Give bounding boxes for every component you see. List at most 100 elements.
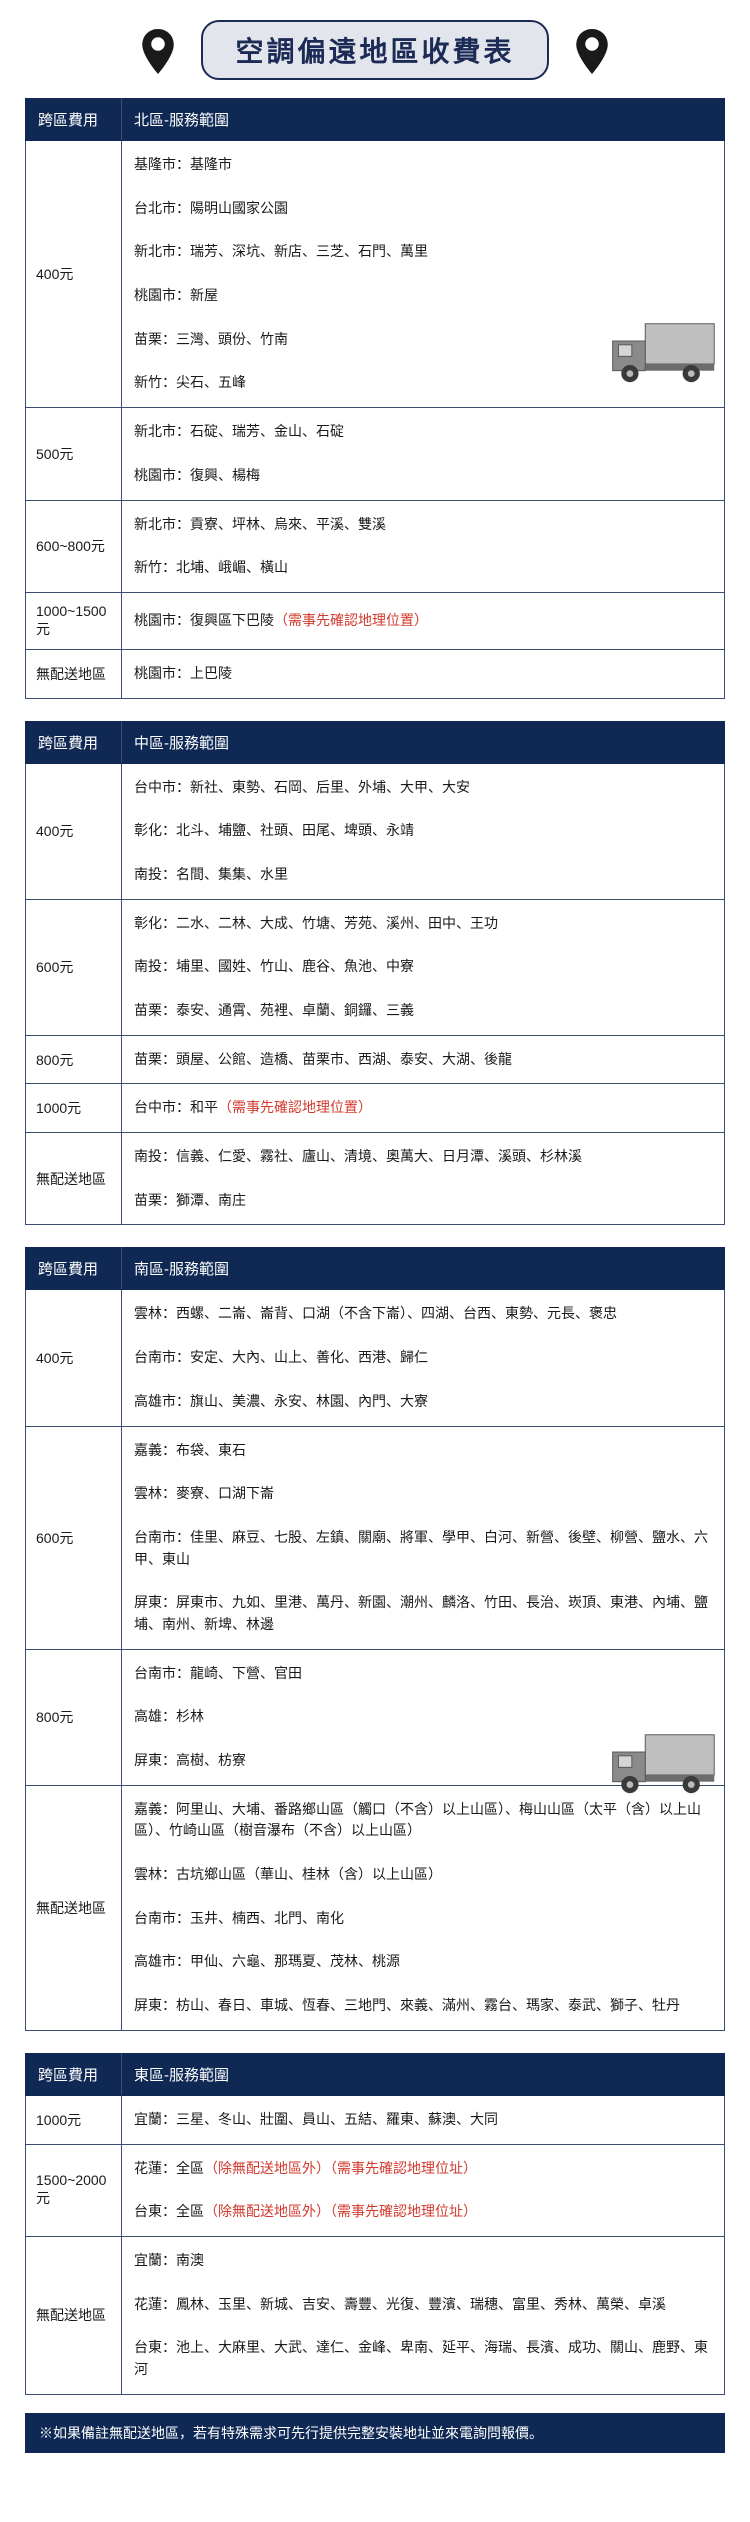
fee-cell: 600~800元 [26,500,122,592]
service-cell: 台中市：和平（需事先確認地理位置） [122,1084,725,1133]
region-block-north: 跨區費用北區-服務範圍400元基隆市：基隆市台北市：陽明山國家公園新北市：瑞芳、… [25,98,725,699]
service-line: 屏東：枋山、春日、車城、恆春、三地門、來義、滿州、霧台、瑪家、泰武、獅子、牡丹 [122,1984,724,2028]
table-row: 無配送地區宜蘭：南澳花蓮：鳳林、玉里、新城、吉安、壽豐、光復、豐濱、瑞穗、富里、… [26,2236,725,2394]
fee-cell: 400元 [26,141,122,408]
service-line: 彰化：北斗、埔鹽、社頭、田尾、埤頭、永靖 [122,809,724,853]
service-line: 嘉義：布袋、東石 [122,1429,724,1473]
regions-container: 跨區費用北區-服務範圍400元基隆市：基隆市台北市：陽明山國家公園新北市：瑞芳、… [25,98,725,2395]
service-line: 桃園市：新屋 [122,274,724,318]
service-line: 新北市：貢寮、坪林、烏來、平溪、雙溪 [122,503,724,547]
fee-cell: 400元 [26,1290,122,1426]
service-cell: 宜蘭：南澳花蓮：鳳林、玉里、新城、吉安、壽豐、光復、豐濱、瑞穗、富里、秀林、萬榮… [122,2236,725,2394]
fee-cell: 1000元 [26,1084,122,1133]
service-line: 高雄：杉林 [122,1695,724,1739]
service-line: 台南市：佳里、麻豆、七股、左鎮、關廟、將軍、學甲、白河、新營、後壁、柳營、鹽水、… [122,1516,724,1581]
table-row: 1000元台中市：和平（需事先確認地理位置） [26,1084,725,1133]
table-row: 800元苗栗：頭屋、公館、造橋、苗栗市、西湖、泰安、大湖、後龍 [26,1035,725,1084]
fee-cell: 無配送地區 [26,1785,122,2030]
service-line: 花蓮：全區（除無配送地區外）（需事先確認地理位址） [122,2147,724,2191]
service-line: 苗栗：三灣、頭份、竹南 [122,318,724,362]
service-line: 雲林：西螺、二崙、崙背、口湖（不含下崙）、四湖、台西、東勢、元長、褒忠 [122,1292,724,1336]
service-line: 高雄市：甲仙、六龜、那瑪夏、茂林、桃源 [122,1940,724,1984]
map-pin-icon [574,29,610,71]
service-line: 台中市：新社、東勢、石岡、后里、外埔、大甲、大安 [122,766,724,810]
region-block-south: 跨區費用南區-服務範圍400元雲林：西螺、二崙、崙背、口湖（不含下崙）、四湖、台… [25,1247,725,2030]
col-header-service: 中區-服務範圍 [122,721,725,763]
fee-cell: 600元 [26,899,122,1035]
map-pin-icon [140,29,176,71]
service-line: 南投：埔里、國姓、竹山、鹿谷、魚池、中寮 [122,945,724,989]
service-cell: 台中市：新社、東勢、石岡、后里、外埔、大甲、大安彰化：北斗、埔鹽、社頭、田尾、埤… [122,763,725,899]
service-line: 花蓮：鳳林、玉里、新城、吉安、壽豐、光復、豐濱、瑞穗、富里、秀林、萬榮、卓溪 [122,2283,724,2327]
service-line: 苗栗：獅潭、南庄 [122,1179,724,1223]
fee-table-east: 跨區費用東區-服務範圍1000元宜蘭：三星、冬山、壯圍、員山、五結、羅東、蘇澳、… [25,2053,725,2395]
service-line: 桃園市：復興區下巴陵（需事先確認地理位置） [122,599,724,643]
table-row: 500元新北市：石碇、瑞芳、金山、石碇桃園市：復興、楊梅 [26,408,725,500]
fee-cell: 1500~2000元 [26,2144,122,2236]
service-line: 新竹：北埔、峨嵋、橫山 [122,546,724,590]
fee-cell: 無配送地區 [26,1133,122,1225]
table-row: 1500~2000元花蓮：全區（除無配送地區外）（需事先確認地理位址）台東：全區… [26,2144,725,2236]
fee-cell: 1000~1500元 [26,592,122,649]
fee-cell: 1000元 [26,2095,122,2144]
service-line: 基隆市：基隆市 [122,143,724,187]
fee-table-south: 跨區費用南區-服務範圍400元雲林：西螺、二崙、崙背、口湖（不含下崙）、四湖、台… [25,1247,725,2030]
service-cell: 新北市：貢寮、坪林、烏來、平溪、雙溪新竹：北埔、峨嵋、橫山 [122,500,725,592]
fee-cell: 600元 [26,1426,122,1649]
service-line: 屏東：屏東市、九如、里港、萬丹、新園、潮州、麟洛、竹田、長治、崁頂、東港、內埔、… [122,1581,724,1646]
service-line: 苗栗：泰安、通霄、苑裡、卓蘭、銅鑼、三義 [122,989,724,1033]
service-cell: 苗栗：頭屋、公館、造橋、苗栗市、西湖、泰安、大湖、後龍 [122,1035,725,1084]
service-line: 新北市：石碇、瑞芳、金山、石碇 [122,410,724,454]
table-row: 1000元宜蘭：三星、冬山、壯圍、員山、五結、羅東、蘇澳、大同 [26,2095,725,2144]
service-line: 台南市：龍崎、下營、官田 [122,1652,724,1696]
service-cell: 嘉義：布袋、東石雲林：麥寮、口湖下崙台南市：佳里、麻豆、七股、左鎮、關廟、將軍、… [122,1426,725,1649]
service-cell: 花蓮：全區（除無配送地區外）（需事先確認地理位址）台東：全區（除無配送地區外）（… [122,2144,725,2236]
fee-cell: 800元 [26,1649,122,1785]
service-line: 台東：全區（除無配送地區外）（需事先確認地理位址） [122,2190,724,2234]
service-line: 宜蘭：南澳 [122,2239,724,2283]
service-line: 高雄市：旗山、美濃、永安、林園、內門、大寮 [122,1380,724,1424]
service-line: 新北市：瑞芳、深坑、新店、三芝、石門、萬里 [122,230,724,274]
table-row: 800元台南市：龍崎、下營、官田高雄：杉林屏東：高樹、枋寮 [26,1649,725,1785]
service-line: 苗栗：頭屋、公館、造橋、苗栗市、西湖、泰安、大湖、後龍 [122,1038,724,1082]
line-note-red: （除無配送地區外）（需事先確認地理位址） [204,2160,477,2176]
fee-cell: 500元 [26,408,122,500]
table-row: 400元雲林：西螺、二崙、崙背、口湖（不含下崙）、四湖、台西、東勢、元長、褒忠台… [26,1290,725,1426]
fee-cell: 400元 [26,763,122,899]
line-note-red: （除無配送地區外）（需事先確認地理位址） [204,2203,477,2219]
table-row: 無配送地區桃園市：上巴陵 [26,649,725,698]
service-line: 嘉義：阿里山、大埔、番路鄉山區（觸口（不含）以上山區）、梅山山區（太平（含）以上… [122,1788,724,1853]
page-root: 空調偏遠地區收費表 跨區費用北區-服務範圍400元基隆市：基隆市台北市：陽明山國… [0,0,750,2473]
fee-cell: 無配送地區 [26,2236,122,2394]
service-line: 南投：名間、集集、水里 [122,853,724,897]
service-line: 雲林：麥寮、口湖下崙 [122,1472,724,1516]
table-row: 1000~1500元桃園市：復興區下巴陵（需事先確認地理位置） [26,592,725,649]
service-line: 台東：池上、大麻里、大武、達仁、金峰、卑南、延平、海瑞、長濱、成功、關山、鹿野、… [122,2326,724,2391]
service-cell: 彰化：二水、二林、大成、竹塘、芳苑、溪州、田中、王功南投：埔里、國姓、竹山、鹿谷… [122,899,725,1035]
fee-table-north: 跨區費用北區-服務範圍400元基隆市：基隆市台北市：陽明山國家公園新北市：瑞芳、… [25,98,725,699]
service-line: 宜蘭：三星、冬山、壯圍、員山、五結、羅東、蘇澳、大同 [122,2098,724,2142]
table-row: 600元彰化：二水、二林、大成、竹塘、芳苑、溪州、田中、王功南投：埔里、國姓、竹… [26,899,725,1035]
col-header-fee: 跨區費用 [26,721,122,763]
service-line: 雲林：古坑鄉山區（華山、桂林（含）以上山區） [122,1853,724,1897]
fee-table-central: 跨區費用中區-服務範圍400元台中市：新社、東勢、石岡、后里、外埔、大甲、大安彰… [25,721,725,1226]
table-row: 600~800元新北市：貢寮、坪林、烏來、平溪、雙溪新竹：北埔、峨嵋、橫山 [26,500,725,592]
service-cell: 基隆市：基隆市台北市：陽明山國家公園新北市：瑞芳、深坑、新店、三芝、石門、萬里桃… [122,141,725,408]
footnote: ※如果備註無配送地區，若有特殊需求可先行提供完整安裝地址並來電詢問報價。 [25,2413,725,2453]
title-row: 空調偏遠地區收費表 [25,20,725,80]
service-cell: 雲林：西螺、二崙、崙背、口湖（不含下崙）、四湖、台西、東勢、元長、褒忠台南市：安… [122,1290,725,1426]
service-line: 南投：信義、仁愛、霧社、廬山、清境、奧萬大、日月潭、溪頭、杉林溪 [122,1135,724,1179]
line-note-red: （需事先確認地理位置） [274,612,428,628]
col-header-fee: 跨區費用 [26,1248,122,1290]
service-cell: 台南市：龍崎、下營、官田高雄：杉林屏東：高樹、枋寮 [122,1649,725,1785]
service-cell: 桃園市：復興區下巴陵（需事先確認地理位置） [122,592,725,649]
service-line: 桃園市：復興、楊梅 [122,454,724,498]
service-line: 屏東：高樹、枋寮 [122,1739,724,1783]
col-header-service: 南區-服務範圍 [122,1248,725,1290]
col-header-fee: 跨區費用 [26,99,122,141]
service-cell: 桃園市：上巴陵 [122,649,725,698]
page-title: 空調偏遠地區收費表 [201,20,548,80]
table-row: 400元台中市：新社、東勢、石岡、后里、外埔、大甲、大安彰化：北斗、埔鹽、社頭、… [26,763,725,899]
col-header-fee: 跨區費用 [26,2053,122,2095]
table-row: 無配送地區南投：信義、仁愛、霧社、廬山、清境、奧萬大、日月潭、溪頭、杉林溪苗栗：… [26,1133,725,1225]
